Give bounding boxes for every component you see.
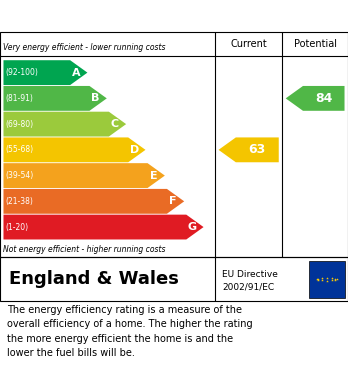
Text: F: F: [169, 196, 177, 206]
Text: (81-91): (81-91): [5, 94, 33, 103]
Text: B: B: [92, 93, 100, 103]
Polygon shape: [3, 137, 145, 162]
Polygon shape: [3, 86, 107, 111]
Text: 2002/91/EC: 2002/91/EC: [222, 283, 274, 292]
Polygon shape: [3, 163, 165, 188]
Text: Energy Efficiency Rating: Energy Efficiency Rating: [9, 9, 219, 24]
Text: (92-100): (92-100): [5, 68, 38, 77]
Polygon shape: [286, 86, 345, 111]
Text: The energy efficiency rating is a measure of the
overall efficiency of a home. T: The energy efficiency rating is a measur…: [7, 305, 253, 358]
Text: EU Directive: EU Directive: [222, 269, 278, 278]
Text: A: A: [72, 68, 80, 78]
Polygon shape: [219, 137, 279, 162]
Text: Very energy efficient - lower running costs: Very energy efficient - lower running co…: [3, 43, 166, 52]
Text: D: D: [130, 145, 139, 155]
Text: 63: 63: [249, 143, 266, 156]
Text: G: G: [188, 222, 197, 232]
Bar: [309, 261, 345, 298]
Text: England & Wales: England & Wales: [9, 270, 179, 289]
Text: Potential: Potential: [294, 39, 337, 49]
Text: E: E: [150, 170, 157, 181]
Text: (69-80): (69-80): [5, 120, 33, 129]
Text: (39-54): (39-54): [5, 171, 33, 180]
Text: (1-20): (1-20): [5, 222, 28, 231]
Text: (55-68): (55-68): [5, 145, 33, 154]
Polygon shape: [3, 112, 126, 136]
Text: Not energy efficient - higher running costs: Not energy efficient - higher running co…: [3, 245, 166, 254]
Text: C: C: [111, 119, 119, 129]
Text: (21-38): (21-38): [5, 197, 33, 206]
Polygon shape: [3, 189, 184, 214]
Text: 84: 84: [315, 92, 332, 105]
Polygon shape: [3, 60, 87, 85]
Polygon shape: [3, 215, 204, 239]
Text: Current: Current: [230, 39, 267, 49]
